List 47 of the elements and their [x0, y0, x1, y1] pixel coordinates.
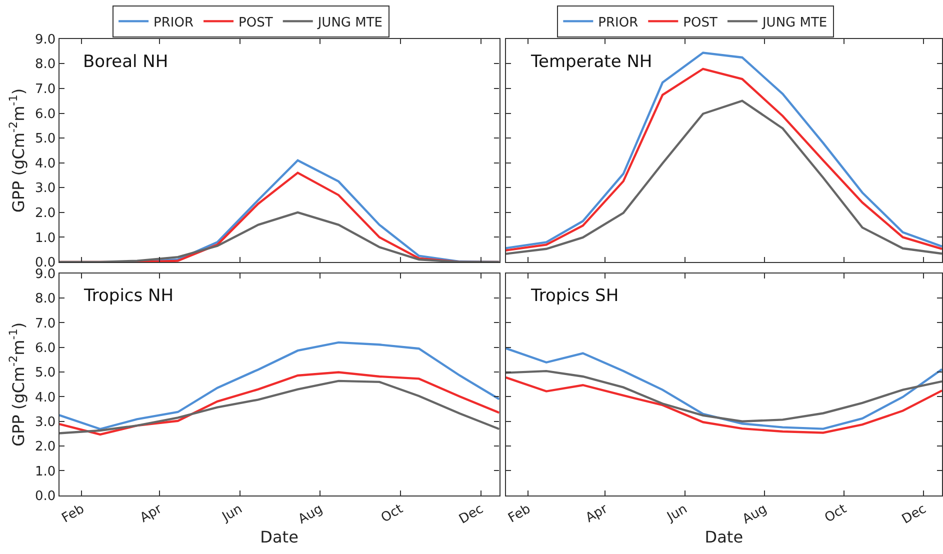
line-series [59, 341, 500, 430]
y-tick-label: 6.0 [34, 340, 56, 356]
x-tick-label: Apr [138, 501, 166, 526]
y-tick-label: 0.0 [34, 488, 56, 504]
x-axis-title: Date [704, 527, 744, 546]
x-tick-label: Aug [296, 502, 326, 528]
text: Tropics NH [83, 286, 174, 306]
y-tick-label: 1.0 [34, 464, 56, 480]
x-axis-title: Date [260, 527, 298, 546]
y-tick-label: 8.0 [34, 57, 56, 72]
x-tick-label: Feb [60, 502, 87, 526]
x-tick-label: Dec [900, 502, 929, 528]
legend-label: POST [238, 15, 273, 30]
y-tick-label: 7.0 [34, 316, 56, 332]
y-tick-label: 4.0 [34, 156, 56, 172]
y-tick-label: 7.0 [34, 82, 56, 98]
x-tick-label: Aug [740, 502, 770, 528]
legend-label: JUNG MTE [316, 15, 383, 30]
y-tick-label: 5.0 [34, 132, 56, 147]
y-tick-label: 2.0 [34, 440, 56, 455]
line-series [59, 211, 500, 262]
legend-label: PRIOR [154, 15, 194, 30]
legend-label: JUNG MTE [761, 15, 828, 30]
y-tick-label: 5.0 [34, 366, 56, 381]
y-tick-label: 1.0 [34, 230, 56, 246]
line-series [59, 371, 500, 436]
x-tick-label: Dec [456, 502, 486, 528]
text: Temperate NH [530, 52, 652, 72]
y-tick-label: 8.0 [34, 292, 56, 307]
y-tick-label: 4.0 [34, 390, 56, 406]
x-tick-label: Feb [506, 502, 534, 526]
x-tick-label: Jun [219, 502, 246, 526]
text: Tropics SH [530, 286, 619, 306]
x-tick-label: Jun [664, 502, 690, 526]
line-series [59, 380, 500, 434]
text: Boreal NH [83, 52, 168, 72]
y-tick-label: 3.0 [34, 414, 56, 430]
x-tick-label: Oct [822, 502, 850, 526]
y-tick-label: 2.0 [34, 206, 56, 221]
y-tick-label: 6.0 [34, 106, 56, 122]
y-tick-label: 9.0 [34, 266, 56, 282]
legend-label: PRIOR [598, 15, 638, 30]
x-tick-label: Apr [583, 501, 611, 526]
legend-label: POST [683, 15, 718, 30]
x-tick-label: Oct [378, 502, 406, 526]
y-tick-label: 3.0 [34, 181, 56, 196]
y-tick-label: 9.0 [34, 32, 56, 48]
